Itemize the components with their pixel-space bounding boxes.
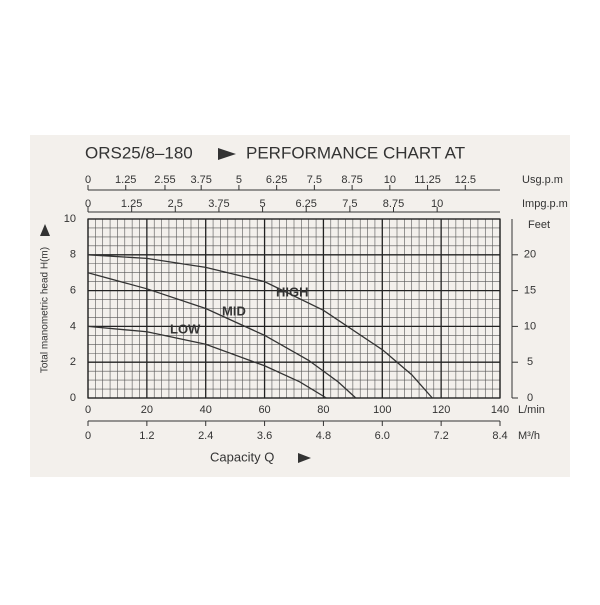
- y2-unit: Feet: [528, 219, 550, 231]
- x2-tick-label: 0: [85, 430, 91, 442]
- x-arrow: [298, 453, 311, 463]
- series-label: LOW: [170, 321, 201, 336]
- y-tick-label: 0: [70, 392, 76, 404]
- x-tick-label: 120: [432, 404, 450, 416]
- x-tick-label: 20: [141, 404, 153, 416]
- x-unit: L/min: [518, 404, 545, 416]
- y-tick-label: 4: [70, 320, 76, 332]
- x2-tick-label: 5: [236, 174, 242, 186]
- y-axis-label: Total manometric head H(m): [40, 247, 51, 373]
- y-tick-label: 2: [70, 356, 76, 368]
- x2-tick-label: 5: [260, 198, 266, 210]
- x2-unit: Usg.p.m: [522, 174, 563, 186]
- series-line: [87, 325, 327, 399]
- series-line: [87, 254, 433, 399]
- x2-tick-label: 7.2: [433, 430, 448, 442]
- x2-tick-label: 8.75: [383, 198, 404, 210]
- x2-tick-label: 10: [384, 174, 396, 186]
- x2-tick-label: 0: [85, 174, 91, 186]
- y2-tick-label: 15: [524, 285, 536, 297]
- x2-tick-label: 1.25: [115, 174, 136, 186]
- chart-model: ORS25/8–180: [85, 143, 193, 162]
- title-arrow: [218, 148, 236, 160]
- x-axis-label: Capacity Q: [210, 449, 274, 464]
- x-tick-label: 0: [85, 404, 91, 416]
- series-label: HIGH: [276, 284, 309, 299]
- x2-tick-label: 4.8: [316, 430, 331, 442]
- x2-tick-label: 1.25: [121, 198, 142, 210]
- y-tick-label: 6: [70, 285, 76, 297]
- x-tick-label: 140: [491, 404, 509, 416]
- y2-tick-label: 5: [527, 356, 533, 368]
- x2-tick-label: 3.6: [257, 430, 272, 442]
- y2-tick-label: 10: [524, 320, 536, 332]
- x2-tick-label: 7.5: [342, 198, 357, 210]
- x2-tick-label: 10: [431, 198, 443, 210]
- series-line: [87, 272, 357, 399]
- y2-tick-label: 20: [524, 249, 536, 261]
- x-tick-label: 60: [258, 404, 270, 416]
- x2-tick-label: 6.0: [375, 430, 390, 442]
- x-tick-label: 80: [317, 404, 329, 416]
- panel: [30, 135, 570, 477]
- y-tick-label: 10: [64, 213, 76, 225]
- x2-tick-label: 2.5: [168, 198, 183, 210]
- x2-tick-label: 1.2: [139, 430, 154, 442]
- x2-tick-label: 2.4: [198, 430, 213, 442]
- y-tick-label: 8: [70, 249, 76, 261]
- x2-tick-label: 7.5: [307, 174, 322, 186]
- x2-tick-label: 6.25: [296, 198, 317, 210]
- x-tick-label: 40: [200, 404, 212, 416]
- x2-unit: Impg.p.m: [522, 198, 568, 210]
- x2-tick-label: 12.5: [455, 174, 476, 186]
- x2-tick-label: 2.55: [154, 174, 175, 186]
- x2-tick-label: 6.25: [266, 174, 287, 186]
- x2-tick-label: 8.4: [492, 430, 507, 442]
- x2-tick-label: 11.25: [414, 174, 441, 186]
- x2-tick-label: 3.75: [190, 174, 211, 186]
- x-tick-label: 100: [373, 404, 391, 416]
- x2-tick-label: 3.75: [208, 198, 229, 210]
- x2-tick-label: 0: [85, 198, 91, 210]
- chart-title: PERFORMANCE CHART AT: [246, 143, 465, 162]
- x2-tick-label: 8.75: [341, 174, 362, 186]
- y-arrow: [40, 224, 50, 236]
- x2-unit: M³/h: [518, 430, 540, 442]
- y2-tick-label: 0: [527, 392, 533, 404]
- series-label: MID: [222, 303, 246, 318]
